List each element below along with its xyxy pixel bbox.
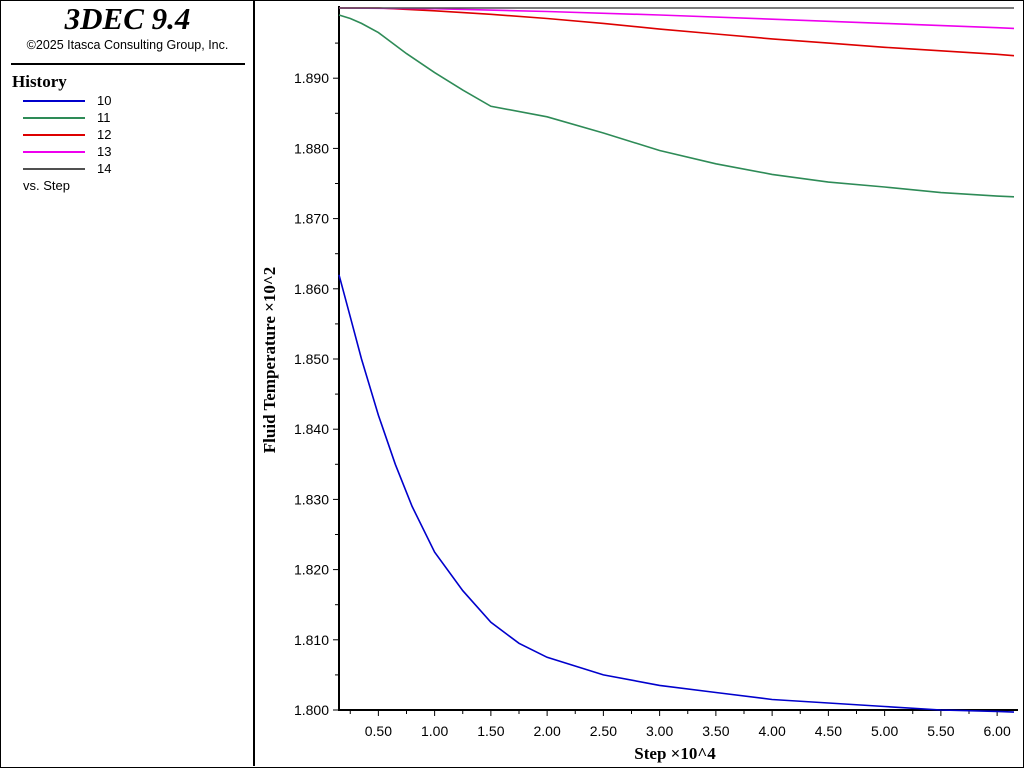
series-group: [338, 7, 1015, 713]
y-tick-label: 1.880: [294, 140, 329, 156]
x-tick-label: 4.00: [759, 723, 786, 739]
x-tick-label: 4.50: [815, 723, 842, 739]
x-tick-label: 1.00: [421, 723, 448, 739]
y-tick-label: 1.840: [294, 421, 329, 437]
axes: 0.50 1.00 1.50 2.00 2.50 3.00 3.50 4.00 4.50 5.00…: [294, 6, 1018, 739]
y-tick-label: 1.820: [294, 562, 329, 578]
y-tick-label: 1.830: [294, 491, 329, 507]
x-tick-label: 3.00: [646, 723, 673, 739]
copyright-notice: ©2025 Itasca Consulting Group, Inc.: [26, 38, 229, 52]
series-line-12: [339, 7, 1015, 57]
series-line-11: [338, 14, 1015, 198]
y-tick-label: 1.890: [294, 70, 329, 86]
legend-item-label: 12: [97, 127, 112, 142]
legend-item-label: 13: [97, 144, 112, 159]
y-tick-label: 1.860: [294, 281, 329, 297]
app-title: 3DEC 9.4: [64, 1, 191, 36]
x-tick-label: 6.00: [984, 723, 1011, 739]
y-tick-label: 1.810: [294, 632, 329, 648]
x-tick-label: 3.50: [702, 723, 729, 739]
series-line-10: [338, 274, 1015, 713]
legend-swatch: [23, 100, 85, 102]
legend-item: 12: [23, 126, 223, 143]
legend-item-label: 14: [97, 161, 112, 176]
legend-swatch: [23, 134, 85, 136]
y-tick-label: 1.850: [294, 351, 329, 367]
legend-item: 11: [23, 109, 223, 126]
x-tick-label: 1.50: [477, 723, 504, 739]
x-tick-label: 2.50: [590, 723, 617, 739]
x-tick-label: 0.50: [365, 723, 392, 739]
y-tick-label: 1.870: [294, 211, 329, 227]
legend-heading: History: [12, 72, 67, 91]
x-axis-title: Step ×10^4: [634, 744, 716, 763]
legend-swatch: [23, 117, 85, 119]
legend-swatch: [23, 168, 85, 170]
x-tick-label: 5.50: [927, 723, 954, 739]
legend-item: 10: [23, 92, 223, 109]
sidebar-divider: [11, 63, 245, 65]
legend-item: 14: [23, 160, 223, 177]
x-tick-label: 5.00: [871, 723, 898, 739]
y-tick-label: 1.800: [294, 702, 329, 718]
y-axis-title: Fluid Temperature ×10^2: [260, 267, 279, 453]
series-line-13: [338, 7, 1015, 30]
legend-item-label: 10: [97, 93, 112, 108]
legend-item-label: 11: [97, 110, 111, 125]
legend-swatch: [23, 151, 85, 153]
x-tick-label: 2.00: [534, 723, 561, 739]
legend-item: 13: [23, 143, 223, 160]
legend-panel: 3DEC 9.4 ©2025 Itasca Consulting Group, …: [0, 0, 255, 766]
legend-x-variable: vs. Step: [23, 178, 70, 193]
